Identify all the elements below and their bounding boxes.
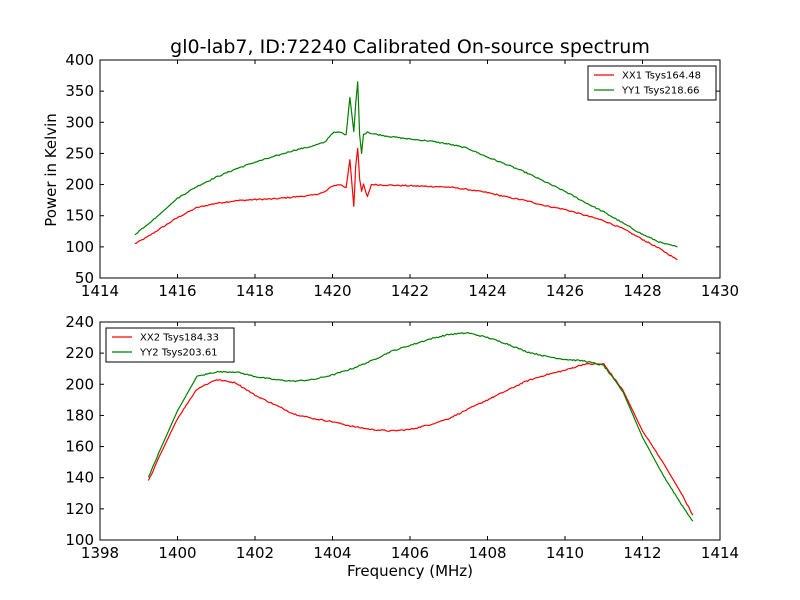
legend: XX1 Tsys164.48 YY1 Tsys218.66 bbox=[587, 65, 717, 101]
y-tick-label: 300 bbox=[65, 113, 94, 131]
legend-label: XX2 Tsys184.33 bbox=[140, 333, 219, 344]
legend-box bbox=[105, 327, 235, 363]
series-line-1 bbox=[147, 362, 694, 516]
y-tick-label: 250 bbox=[65, 144, 94, 162]
x-tick-label: 1422 bbox=[391, 282, 429, 300]
x-tick-label: 1428 bbox=[623, 282, 661, 300]
y-tick-label: 100 bbox=[65, 531, 94, 549]
bottom-plot: 1398 1400 1402 1404 1406 1408 1410 1412 1414 100 1… bbox=[65, 313, 739, 562]
series-line-2 bbox=[134, 81, 678, 248]
x-tick-label: 1400 bbox=[158, 544, 196, 562]
legend-box bbox=[587, 65, 717, 101]
y-axis-label-top: Power in Kelvin bbox=[42, 113, 60, 227]
y-tick-label: 150 bbox=[65, 207, 94, 225]
y-tick-label: 350 bbox=[65, 82, 94, 100]
legend: XX2 Tsys184.33 YY2 Tsys203.61 bbox=[105, 327, 235, 363]
y-tick-label: 160 bbox=[65, 438, 94, 456]
x-tick-label: 1414 bbox=[81, 282, 119, 300]
x-tick-label: 1412 bbox=[623, 544, 661, 562]
y-tick-label: 140 bbox=[65, 469, 94, 487]
x-tick-label: 1418 bbox=[236, 282, 274, 300]
y-tick-label: 200 bbox=[65, 176, 94, 194]
x-axis-label-bottom: Frequency (MHz) bbox=[347, 562, 473, 580]
series-line-1 bbox=[134, 147, 678, 261]
chart-title: gl0-lab7, ID:72240 Calibrated On-source … bbox=[170, 36, 650, 58]
y-tick-label: 240 bbox=[65, 313, 94, 331]
y-tick-label: 180 bbox=[65, 406, 94, 424]
y-tick-label: 200 bbox=[65, 375, 94, 393]
y-tick-label: 400 bbox=[65, 51, 94, 69]
x-tick-label: 1416 bbox=[158, 282, 196, 300]
x-tick-label: 1426 bbox=[546, 282, 584, 300]
y-tick-label: 220 bbox=[65, 344, 94, 362]
x-tick-label: 1398 bbox=[81, 544, 119, 562]
top-plot: 1414 1416 1418 1420 1422 1424 1426 1428 1430 50 10… bbox=[65, 51, 739, 300]
x-tick-label: 1420 bbox=[313, 282, 351, 300]
x-tick-label: 1404 bbox=[313, 544, 351, 562]
series-line-2 bbox=[147, 332, 694, 522]
x-tick-label: 1408 bbox=[468, 544, 506, 562]
x-tick-label: 1430 bbox=[701, 282, 739, 300]
x-tick-label: 1406 bbox=[391, 544, 429, 562]
x-tick-label: 1402 bbox=[236, 544, 274, 562]
legend-label: YY2 Tsys203.61 bbox=[139, 348, 218, 359]
y-tick-label: 100 bbox=[65, 238, 94, 256]
legend-label: YY1 Tsys218.66 bbox=[621, 86, 700, 97]
x-tick-label: 1424 bbox=[468, 282, 506, 300]
x-tick-label: 1410 bbox=[546, 544, 584, 562]
y-tick-label: 50 bbox=[75, 269, 94, 287]
x-tick-label: 1414 bbox=[701, 544, 739, 562]
y-tick-label: 120 bbox=[65, 500, 94, 518]
legend-label: XX1 Tsys164.48 bbox=[622, 71, 701, 82]
